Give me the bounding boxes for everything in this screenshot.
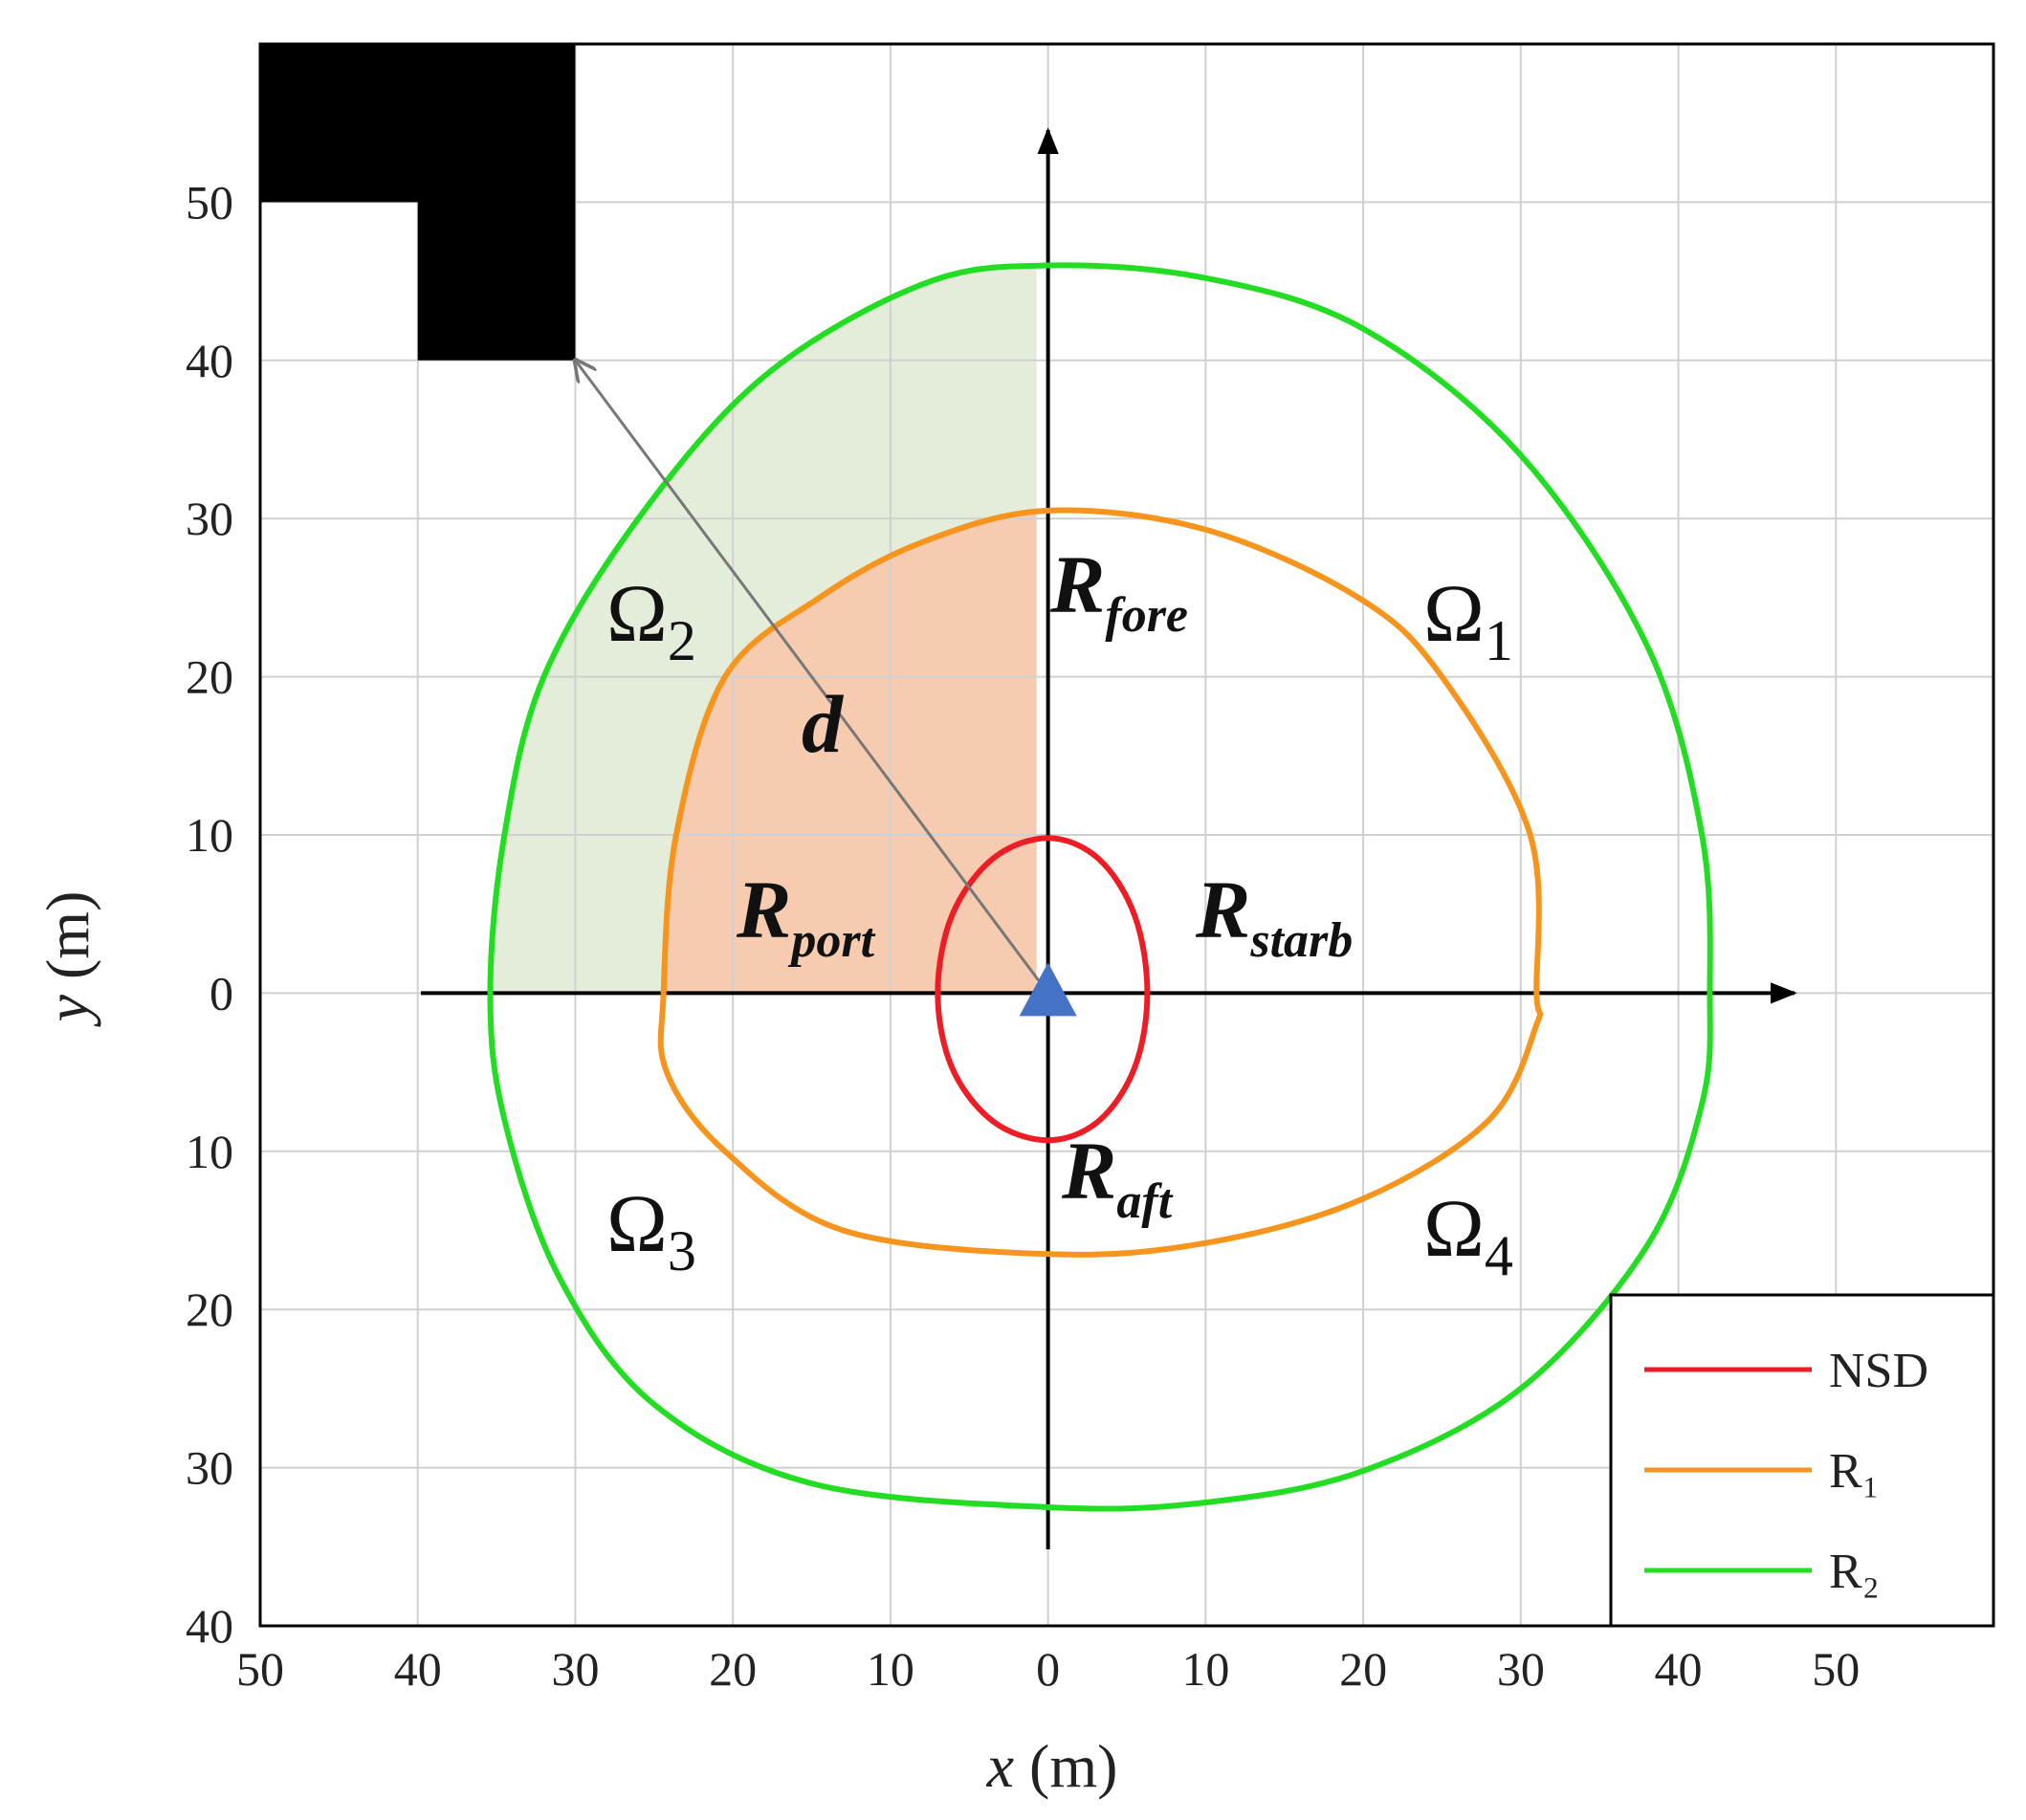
annotation-main: R — [736, 864, 791, 955]
x-tick-label: 50 — [1812, 1642, 1860, 1696]
y-tick-label: 50 — [186, 175, 233, 229]
annotation-sub: 1 — [1485, 609, 1513, 672]
legend-label: R₁ — [1829, 1444, 1880, 1499]
annotation: Rstarb — [1195, 864, 1353, 968]
y-tick-label: 30 — [186, 1441, 233, 1495]
annotation-main: R — [1049, 538, 1105, 630]
annotation-sub: 3 — [668, 1219, 696, 1283]
y-axis-title: y (m) — [33, 891, 101, 1028]
x-tick-label: 0 — [1036, 1642, 1060, 1696]
annotation-main: Ω — [606, 567, 668, 659]
annotation-main: Ω — [1423, 1182, 1485, 1274]
annotation: Rfore — [1049, 538, 1188, 643]
y-tick-label: 30 — [186, 492, 233, 545]
y-tick-label: 40 — [186, 1599, 233, 1653]
x-axis-title: x (m) — [986, 1732, 1118, 1800]
annotation: Raft — [1061, 1125, 1174, 1229]
x-tick-label: 40 — [1655, 1642, 1703, 1696]
legend: NSD R₁ R₂ — [1609, 1293, 1995, 1628]
annotation-sub: port — [787, 913, 875, 968]
legend-label: NSD — [1829, 1344, 1928, 1398]
vessel — [1019, 962, 1077, 1017]
x-tick-label: 20 — [709, 1642, 757, 1696]
annotation-sub: 4 — [1485, 1224, 1513, 1287]
x-tick-label: 20 — [1339, 1642, 1387, 1696]
annotation-sub: fore — [1105, 588, 1188, 643]
annotation: Ω4 — [1423, 1182, 1513, 1287]
legend-label: R₂ — [1829, 1545, 1880, 1599]
region-fill — [663, 511, 1037, 994]
annotation-main: Ω — [606, 1177, 668, 1269]
y-tick-label: 20 — [186, 650, 233, 704]
domain-curve — [657, 507, 1544, 1258]
annotation-main: R — [1195, 864, 1250, 955]
domain-curve — [487, 262, 1713, 1512]
annotation-main: Ω — [1423, 567, 1485, 659]
legend-box — [1609, 1293, 1995, 1628]
annotation-sub: starb — [1249, 913, 1353, 968]
annotation: d — [802, 678, 845, 770]
plot-frame — [258, 42, 1995, 1628]
annotation: Rport — [736, 864, 876, 968]
x-tick-label: 50 — [236, 1642, 284, 1696]
y-tick-label: 0 — [209, 966, 233, 1020]
annotation-main: R — [1061, 1125, 1116, 1217]
distance-arrow — [575, 361, 1049, 995]
annotation-main: d — [802, 678, 845, 770]
x-tick-label: 30 — [1497, 1642, 1545, 1696]
annotation: Ω2 — [606, 567, 696, 672]
annotation-sub: 2 — [668, 609, 696, 672]
domain-curve — [935, 835, 1151, 1144]
y-tick-label: 10 — [186, 808, 233, 862]
annotation: Ω3 — [606, 1177, 696, 1283]
annotation-sub: aft — [1116, 1174, 1173, 1229]
x-tick-label: 10 — [867, 1642, 914, 1696]
y-tick-label: 10 — [186, 1125, 233, 1178]
x-tick-label: 30 — [551, 1642, 599, 1696]
obstacle — [260, 44, 576, 361]
y-tick-label: 40 — [186, 334, 233, 387]
x-tick-label: 40 — [394, 1642, 442, 1696]
annotation: Ω1 — [1423, 567, 1513, 672]
x-tick-label: 10 — [1181, 1642, 1229, 1696]
y-tick-label: 20 — [186, 1283, 233, 1336]
